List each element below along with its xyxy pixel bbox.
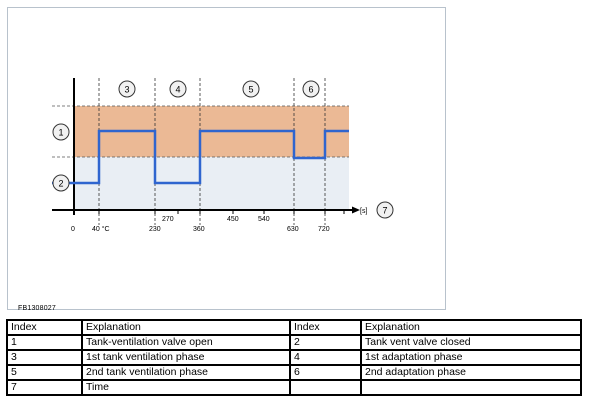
callout-6: 6 (302, 80, 320, 98)
legend-explanation-cell: Tank-ventilation valve open (81, 334, 291, 351)
tick-label-630: 630 (287, 226, 299, 233)
legend-explanation-cell: 1st adaptation phase (360, 349, 582, 366)
callout-5: 5 (242, 80, 260, 98)
header-explanation-2: Explanation (360, 319, 582, 336)
tick-label-230: 230 (149, 226, 161, 233)
callout-3: 3 (118, 80, 136, 98)
legend-index-cell: 3 (6, 349, 83, 366)
legend-explanation-cell: 1st tank ventilation phase (81, 349, 291, 366)
legend-row: 3 1st tank ventilation phase 4 1st adapt… (6, 349, 582, 366)
x-axis-unit-label: [s] (360, 208, 367, 215)
x-axis-arrow (352, 206, 360, 214)
tick-label-360: 360 (193, 226, 205, 233)
tick-label-0: 0 (71, 226, 75, 233)
legend-row: 1 Tank-ventilation valve open 2 Tank ven… (6, 334, 582, 351)
figure-code: FB1308027 (18, 305, 56, 312)
legend-explanation-cell: Tank vent valve closed (360, 334, 582, 351)
legend-table: Index Explanation Index Explanation 1 Ta… (6, 319, 582, 396)
header-index-1: Index (6, 319, 83, 336)
closed-band (74, 157, 349, 210)
legend-index-cell: 6 (289, 364, 362, 381)
legend-row: 5 2nd tank ventilation phase 6 2nd adapt… (6, 364, 582, 381)
callout-2: 2 (52, 174, 70, 192)
callout-4: 4 (169, 80, 187, 98)
legend-index-cell: 5 (6, 364, 83, 381)
callout-1: 1 (52, 123, 70, 141)
legend-index-cell: 1 (6, 334, 83, 351)
svg-text:7: 7 (382, 206, 387, 216)
header-index-2: Index (289, 319, 362, 336)
svg-text:3: 3 (124, 85, 129, 95)
valve-signal-line (52, 129, 349, 185)
callout-7: 7 (376, 201, 394, 219)
x-axis-ticks (98, 210, 345, 214)
tick-label-40c: 40 °C (92, 225, 110, 233)
valve-timing-diagram: 0 40 °C 270 230 360 450 540 630 720 [s] … (52, 78, 394, 233)
svg-text:1: 1 (58, 128, 63, 138)
legend-explanation-cell: Time (81, 379, 291, 396)
legend-explanation-cell: 2nd tank ventilation phase (81, 364, 291, 381)
legend-index-cell: 2 (289, 334, 362, 351)
svg-text:5: 5 (248, 85, 253, 95)
legend-explanation-cell (360, 379, 582, 396)
legend-index-cell: 7 (6, 379, 83, 396)
header-explanation-1: Explanation (81, 319, 291, 336)
diagram-frame: 0 40 °C 270 230 360 450 540 630 720 [s] … (7, 7, 446, 312)
legend-index-cell: 4 (289, 349, 362, 366)
legend-header-row: Index Explanation Index Explanation (6, 319, 582, 336)
legend-row: 7 Time (6, 379, 582, 396)
legend-index-cell (289, 379, 362, 396)
tick-label-270: 270 (162, 216, 174, 223)
svg-text:2: 2 (58, 179, 63, 189)
svg-text:4: 4 (175, 85, 180, 95)
tick-label-720: 720 (318, 226, 330, 233)
legend-explanation-cell: 2nd adaptation phase (360, 364, 582, 381)
svg-text:6: 6 (308, 85, 313, 95)
tick-label-540: 540 (258, 216, 270, 223)
tick-label-450: 450 (227, 216, 239, 223)
